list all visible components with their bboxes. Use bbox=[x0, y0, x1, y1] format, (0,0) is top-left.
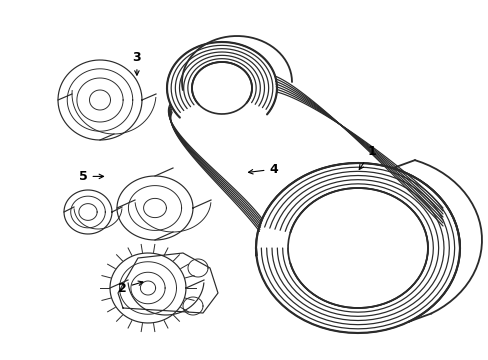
Polygon shape bbox=[192, 62, 251, 114]
Text: 4: 4 bbox=[248, 163, 278, 176]
Polygon shape bbox=[287, 188, 427, 308]
Text: 3: 3 bbox=[132, 51, 141, 75]
Text: 1: 1 bbox=[359, 145, 375, 170]
Text: 2: 2 bbox=[118, 281, 142, 294]
Text: 5: 5 bbox=[79, 170, 103, 183]
